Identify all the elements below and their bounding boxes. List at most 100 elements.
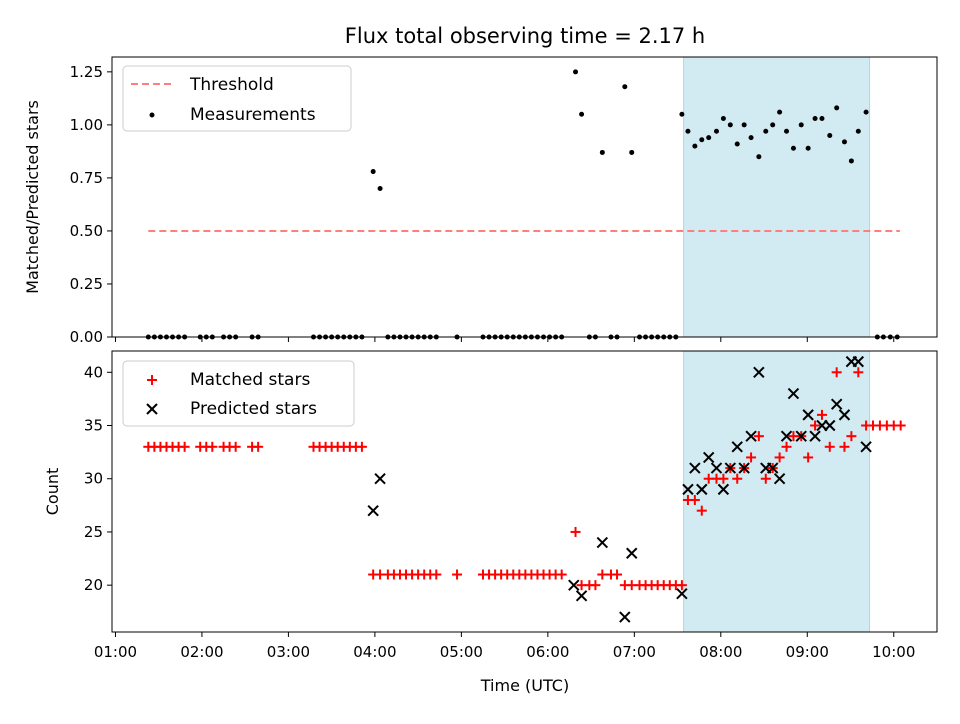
cross-b bbox=[745, 430, 757, 442]
x-tick-label: 05:00 bbox=[440, 643, 483, 661]
legend-measurement-swatch bbox=[149, 112, 155, 118]
measurement-point bbox=[784, 128, 790, 134]
measurement-point bbox=[734, 141, 740, 147]
y-tick-label: 30 bbox=[84, 470, 103, 488]
predicted-star-point bbox=[717, 483, 730, 496]
x-tick-label: 04:00 bbox=[353, 643, 396, 661]
cross-b bbox=[568, 579, 580, 591]
predicted-star-point bbox=[795, 430, 807, 442]
cross-b bbox=[626, 547, 638, 559]
matched-star-point bbox=[570, 526, 581, 537]
measurement-point bbox=[741, 122, 747, 128]
cross-b bbox=[689, 462, 701, 474]
chart-title: Flux total observing time = 2.17 h bbox=[345, 24, 705, 48]
x-tick-label: 08:00 bbox=[699, 643, 742, 661]
x-tick-label: 03:00 bbox=[267, 643, 310, 661]
cross-b bbox=[724, 462, 737, 474]
predicted-star-point bbox=[682, 483, 694, 496]
cross-b bbox=[860, 441, 872, 453]
matched-star-point bbox=[718, 473, 729, 484]
matched-star-point bbox=[689, 495, 700, 506]
matched-star-point bbox=[207, 441, 218, 452]
predicted-star-point bbox=[676, 587, 688, 600]
cross-b bbox=[824, 419, 836, 432]
matched-star-point bbox=[824, 441, 835, 452]
predicted-star-point bbox=[773, 473, 786, 485]
cross-b bbox=[766, 462, 779, 474]
matched-star-point bbox=[760, 473, 771, 484]
measurement-point bbox=[777, 109, 783, 115]
cross-b bbox=[596, 536, 609, 549]
cross-b bbox=[710, 462, 723, 474]
measurement-point bbox=[679, 111, 685, 117]
predicted-star-point bbox=[753, 366, 765, 378]
legend-predicted-label: Predicted stars bbox=[190, 399, 317, 419]
predicted-star-point bbox=[696, 483, 708, 496]
x-tick-label: 02:00 bbox=[180, 643, 223, 661]
measurement-point bbox=[370, 169, 376, 175]
matched-star-point bbox=[774, 452, 785, 463]
measurement-point bbox=[790, 145, 796, 151]
measurement-point bbox=[706, 135, 712, 141]
measurement-point bbox=[629, 149, 635, 155]
measurement-point bbox=[377, 186, 383, 192]
y-tick-label: 0.75 bbox=[70, 169, 103, 187]
matched-star-point bbox=[753, 431, 764, 442]
matched-star-point bbox=[746, 452, 757, 463]
top-panel-ratio: 0.00 0.25 0.50 0.75 1.00 1.25 Matched/Predicte… bbox=[23, 56, 938, 346]
predicted-star-point bbox=[830, 398, 843, 410]
measurement-point bbox=[756, 154, 762, 160]
cross-b bbox=[717, 483, 730, 496]
legend-measurement-label: Measurements bbox=[190, 105, 316, 125]
predicted-star-point bbox=[745, 430, 757, 442]
cross-b bbox=[146, 403, 158, 415]
cross-b bbox=[838, 409, 851, 421]
cross-b bbox=[830, 398, 843, 410]
matched-star-point bbox=[839, 441, 850, 452]
cross-b bbox=[575, 590, 588, 602]
cross-b bbox=[702, 451, 715, 464]
legend-matched-swatch bbox=[147, 375, 157, 385]
cross-b bbox=[802, 409, 814, 421]
predicted-star-point bbox=[596, 536, 609, 549]
predicted-star-point bbox=[689, 462, 701, 474]
measurement-point bbox=[599, 149, 605, 155]
predicted-star-point bbox=[852, 355, 865, 368]
cross-b bbox=[795, 430, 807, 442]
predicted-star-point bbox=[766, 462, 779, 474]
measurement-point bbox=[841, 139, 847, 145]
matched-star-point bbox=[556, 569, 567, 580]
measurement-point bbox=[848, 158, 854, 164]
predicted-star-point bbox=[802, 409, 814, 421]
matched-star-point bbox=[831, 367, 842, 378]
matched-star-point bbox=[431, 569, 442, 580]
predicted-star-point bbox=[575, 590, 588, 602]
predicted-star-point bbox=[860, 441, 872, 453]
predicted-star-point bbox=[780, 430, 793, 442]
matched-star-point bbox=[597, 569, 608, 580]
measurement-point bbox=[699, 137, 705, 143]
cross-b bbox=[682, 483, 694, 496]
measurement-point bbox=[827, 132, 833, 138]
matched-star-point bbox=[253, 441, 264, 452]
legend-threshold-label: Threshold bbox=[189, 75, 274, 95]
predicted-star-point bbox=[626, 547, 638, 559]
measurement-point bbox=[748, 135, 754, 141]
cross-b bbox=[852, 355, 865, 368]
cross-b bbox=[773, 473, 786, 485]
measurement-point bbox=[713, 128, 719, 134]
x-tick-label: 09:00 bbox=[786, 643, 829, 661]
predicted-star-point bbox=[724, 462, 737, 474]
predicted-star-point bbox=[702, 451, 715, 464]
measurement-point bbox=[720, 116, 726, 122]
legend-box bbox=[122, 65, 352, 132]
measurement-point bbox=[798, 122, 804, 128]
y-tick-label: 40 bbox=[84, 363, 103, 381]
measurement-point bbox=[834, 105, 840, 111]
measurement-point bbox=[727, 122, 733, 128]
matched-star-point bbox=[230, 441, 241, 452]
legend: Matched stars Predicted stars bbox=[122, 360, 355, 427]
measurement-point bbox=[770, 122, 776, 128]
cross-b bbox=[780, 430, 793, 442]
